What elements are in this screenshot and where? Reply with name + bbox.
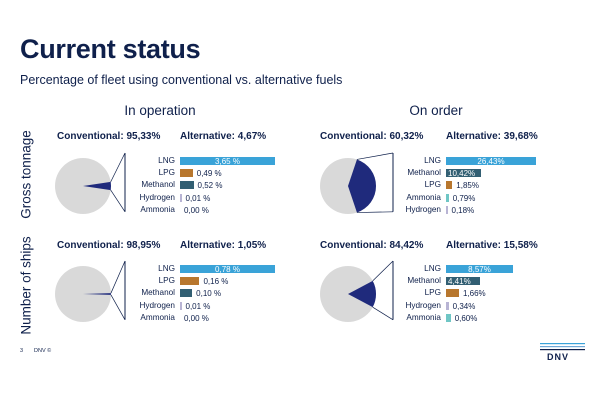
bar-ammonia: [446, 193, 449, 202]
bar-value-lpg: 1,66%: [462, 289, 486, 299]
category-label-hydrogen: Hydrogen: [139, 192, 175, 202]
category-label-methanol: Methanol: [141, 288, 175, 298]
category-label-ammonia: Ammonia: [406, 192, 441, 202]
bar-hydrogen: [446, 205, 448, 214]
bar-value-hydrogen: 0,01 %: [185, 301, 211, 311]
category-label-ammonia: Ammonia: [406, 312, 441, 322]
alternative-label: Alternative: 1,05%: [180, 240, 267, 251]
bar-lng: [180, 157, 275, 165]
bar-lpg: [446, 289, 459, 298]
bar-value-methanol: 0,10 %: [196, 289, 222, 299]
bar-value-ammonia: 0,00 %: [184, 313, 209, 323]
pie-slice-alternative: [348, 159, 377, 213]
connector-line: [372, 306, 394, 321]
category-label-hydrogen: Hydrogen: [405, 300, 441, 310]
bar-lng: [446, 157, 536, 165]
bar-lng: [446, 265, 513, 273]
bar-value-lng: 26,43%: [477, 157, 505, 166]
bar-value-ammonia: 0,00 %: [184, 205, 209, 215]
bar-value-lng: 8,57%: [468, 265, 491, 274]
bar-hydrogen: [180, 193, 182, 202]
category-label-lpg: LPG: [158, 168, 175, 178]
connector-line: [110, 260, 126, 294]
connector-line: [372, 260, 394, 282]
connector-line: [110, 294, 126, 320]
bar-hydrogen: [180, 301, 182, 310]
bar-value-lng: 0,78 %: [215, 265, 240, 274]
alternative-label: Alternative: 15,58%: [446, 240, 538, 251]
bar-value-ammonia: 0,79%: [452, 193, 476, 203]
category-label-lng: LNG: [424, 264, 441, 273]
connector-line: [110, 152, 126, 183]
bar-value-lpg: 0,49 %: [196, 169, 222, 179]
bar-methanol: [446, 277, 481, 286]
conventional-label: Conventional: 84,42%: [320, 240, 424, 251]
pie-slice-alternative: [83, 293, 111, 295]
category-label-hydrogen: Hydrogen: [405, 204, 441, 214]
category-label-ammonia: Ammonia: [140, 312, 175, 322]
category-label-hydrogen: Hydrogen: [139, 300, 175, 310]
page-subtitle: Percentage of fleet using conventional v…: [20, 73, 343, 87]
conventional-label: Conventional: 98,95%: [57, 240, 161, 251]
bar-value-hydrogen: 0,18%: [451, 205, 475, 215]
conventional-label: Conventional: 60,32%: [320, 131, 424, 142]
bar-value-methanol: 10,42%: [448, 169, 476, 179]
conventional-label: Conventional: 95,33%: [57, 131, 161, 142]
bar-value-hydrogen: 0,34%: [452, 301, 476, 311]
bar-ammonia: [446, 313, 451, 322]
bar-lpg: [180, 277, 200, 286]
connector-line: [356, 211, 394, 213]
bar-value-lpg: 0,16 %: [203, 277, 229, 287]
category-label-ammonia: Ammonia: [140, 204, 175, 214]
pie-slice-alternative: [83, 181, 111, 191]
category-label-methanol: Methanol: [407, 276, 441, 286]
category-label-lpg: LPG: [424, 288, 441, 298]
bar-hydrogen: [446, 301, 449, 310]
bar-lpg: [180, 169, 193, 178]
footer-brand: DNV ©: [34, 348, 52, 354]
bar-value-lng: 3,65 %: [215, 157, 240, 166]
bar-value-lpg: 1,85%: [456, 181, 479, 191]
category-label-lng: LNG: [424, 156, 441, 165]
alternative-label: Alternative: 39,68%: [446, 131, 538, 142]
category-label-methanol: Methanol: [141, 180, 175, 190]
bar-lpg: [446, 181, 453, 190]
bar-methanol: [446, 169, 482, 178]
connector-line: [110, 189, 126, 212]
bar-methanol: [180, 181, 194, 190]
category-label-lng: LNG: [158, 156, 175, 165]
category-label-methanol: Methanol: [407, 168, 441, 178]
category-label-lpg: LPG: [158, 276, 175, 286]
bar-value-hydrogen: 0,01 %: [185, 193, 211, 203]
page-title: Current status: [20, 34, 201, 64]
category-label-lpg: LPG: [424, 180, 441, 190]
alternative-label: Alternative: 4,67%: [180, 131, 267, 142]
column-header-on-order: On order: [409, 103, 463, 118]
bar-value-methanol: 4,41%: [448, 277, 471, 287]
page-number: 3: [20, 348, 24, 354]
category-label-lng: LNG: [158, 264, 175, 273]
bar-lng: [180, 265, 275, 273]
connector-line: [356, 152, 394, 160]
dnv-logo-text: DNV: [547, 352, 570, 362]
pie-slice-alternative: [348, 280, 377, 308]
column-header-in-operation: In operation: [124, 103, 196, 118]
bar-methanol: [180, 289, 193, 298]
bar-value-methanol: 0,52 %: [197, 181, 223, 191]
bar-value-ammonia: 0,60%: [454, 313, 478, 323]
